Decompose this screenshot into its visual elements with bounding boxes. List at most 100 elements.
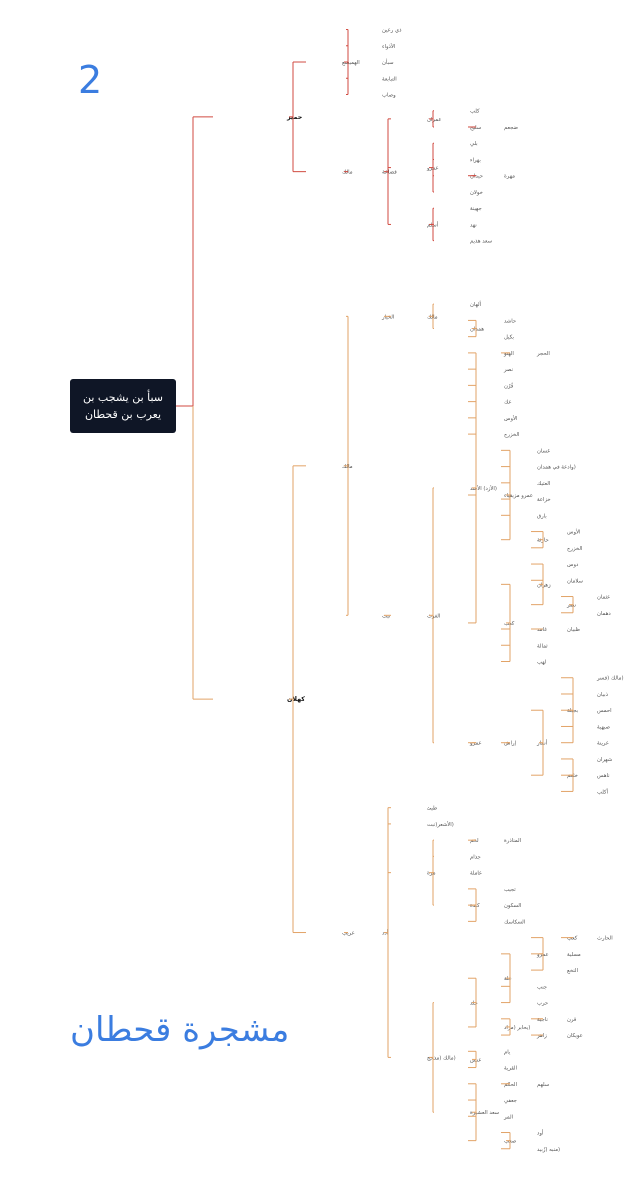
tree-node-label[interactable]: طيئ <box>427 806 437 812</box>
tree-node-label[interactable]: همدان <box>470 327 484 333</box>
tree-node-label[interactable]: (مالك (مذحج <box>427 1055 456 1061</box>
tree-node-label[interactable]: الحكم <box>504 1081 517 1088</box>
tree-node-label[interactable]: المر <box>503 1114 513 1120</box>
tree-node-label[interactable]: أود <box>537 1129 544 1137</box>
tree-node-label[interactable]: ألهان <box>470 300 482 308</box>
tree-node-label[interactable]: مسلية <box>567 952 581 958</box>
tree-node-label[interactable]: الأوس <box>567 529 581 536</box>
tree-node-label[interactable]: مالك <box>342 170 353 176</box>
tree-node-label[interactable]: سلامان <box>567 578 583 584</box>
tree-node-label[interactable]: نصر <box>503 367 514 373</box>
tree-node-label[interactable]: حاشد <box>504 318 516 324</box>
tree-node-label[interactable]: عمران <box>427 117 442 123</box>
tree-node-label[interactable]: القرية <box>504 1066 517 1072</box>
tree-node-label[interactable]: ذبيان <box>597 692 609 698</box>
tree-node-label[interactable]: مالك <box>342 464 353 470</box>
tree-node-label[interactable]: نصر <box>566 603 577 609</box>
tree-node-label[interactable]: عمرو مزيقياء <box>504 493 533 499</box>
tree-node-label[interactable]: إراش <box>504 741 516 747</box>
tree-node-label[interactable]: بارق <box>537 513 547 519</box>
tree-node-label[interactable]: الخزرج <box>567 546 582 552</box>
tree-node-label[interactable]: جذام <box>470 854 481 860</box>
tree-node-label[interactable]: مالك <box>427 314 438 320</box>
tree-node-label[interactable]: سعد العشيرة <box>470 1110 499 1116</box>
tree-node-label[interactable]: السكون <box>504 902 521 909</box>
tree-node-label[interactable]: الأذواء <box>382 43 395 50</box>
tree-node-label[interactable]: دهمان <box>597 611 611 617</box>
tree-node-label[interactable]: التبابعة <box>382 76 397 82</box>
tree-node-label[interactable]: لهب <box>537 659 547 665</box>
tree-node-label[interactable]: قضاعة <box>382 170 397 176</box>
tree-node-label[interactable]: صبهية <box>597 724 610 730</box>
tree-node-label[interactable]: الحارث <box>597 936 613 942</box>
tree-node-label[interactable]: نهد <box>470 222 477 228</box>
tree-node-label[interactable]: وصاب <box>382 92 396 98</box>
tree-node-label[interactable]: قُرْن <box>504 382 514 389</box>
root-node[interactable]: سبأ بن يشجب بن يعرب بن قحطان <box>70 379 176 433</box>
tree-node-label[interactable]: الهميسع <box>342 60 360 66</box>
tree-node-label[interactable]: العتيك <box>537 481 550 487</box>
tree-node-label[interactable]: عاملة <box>470 871 482 877</box>
tree-node-label[interactable]: حيدان <box>470 174 483 180</box>
tree-node-label[interactable]: قرن <box>567 1017 577 1023</box>
tree-node-label[interactable]: الخيار <box>381 314 394 320</box>
tree-node-label[interactable]: علة <box>504 976 512 982</box>
tree-node-label[interactable]: بلي <box>470 141 478 147</box>
tree-node-label[interactable]: الخزرج <box>504 432 519 438</box>
tree-node-label[interactable]: غامد <box>537 627 547 633</box>
tree-node-label[interactable]: (مالك (قسر <box>596 676 624 682</box>
tree-node-label[interactable]: غسان <box>537 448 550 454</box>
tree-node-label[interactable]: زاهر <box>536 1033 547 1039</box>
tree-node-label[interactable]: كلب <box>470 108 480 115</box>
tree-node-label[interactable]: خزاعة <box>537 497 551 503</box>
tree-node-label[interactable]: (الأزد) الأسد <box>470 485 497 492</box>
tree-node-label[interactable]: عمرو <box>536 952 549 958</box>
tree-node-label[interactable]: بكيل <box>504 334 515 341</box>
tree-node-label[interactable]: لخم <box>470 838 479 844</box>
tree-node-label[interactable]: زهران <box>537 582 551 588</box>
tree-node-label[interactable]: ظبيان <box>567 627 580 633</box>
tree-node-label[interactable]: سليح <box>470 125 481 131</box>
tree-node-label[interactable]: بهراء <box>470 157 481 163</box>
tree-node-label[interactable]: نبت <box>382 613 391 619</box>
tree-node-label[interactable]: الغوث <box>427 613 440 619</box>
tree-node-label[interactable]: عويكان <box>567 1032 583 1039</box>
tree-node-label[interactable]: كهلان <box>287 696 305 703</box>
tree-node-label[interactable]: عك <box>504 400 512 406</box>
tree-node-label[interactable]: الحجر <box>536 351 550 357</box>
tree-node-label[interactable]: ثمالة <box>537 643 548 649</box>
tree-node-label[interactable]: النخع <box>567 968 578 974</box>
tree-node-label[interactable]: جنب <box>537 984 547 990</box>
tree-node-label[interactable]: خولان <box>470 190 483 196</box>
tree-node-label[interactable]: يام <box>504 1049 511 1055</box>
tree-node-label[interactable]: ضجعم <box>504 125 518 131</box>
tree-node-label[interactable]: سلهم <box>537 1082 549 1088</box>
tree-node-label[interactable]: عثمان <box>597 595 610 601</box>
tree-node-label[interactable]: حمير <box>286 114 302 121</box>
tree-node-label[interactable]: المناذرة <box>504 838 521 844</box>
tree-node-label[interactable]: حرب <box>537 1001 548 1007</box>
tree-node-label[interactable]: (يحابر (مراد <box>504 1025 530 1031</box>
tree-node-label[interactable]: تجيب <box>504 887 516 893</box>
tree-node-label[interactable]: عمرو <box>426 166 439 172</box>
tree-node-label[interactable]: مرة <box>427 871 436 877</box>
tree-node-label[interactable]: ناجية <box>537 1017 548 1023</box>
tree-node-label[interactable]: شهران <box>597 757 612 763</box>
tree-node-label[interactable]: (منبه (زُبيد <box>537 1146 560 1152</box>
tree-node-label[interactable]: جهينة <box>470 206 482 212</box>
tree-node-label[interactable]: ناهس <box>597 773 610 779</box>
tree-node-label[interactable]: خثعم <box>567 773 578 779</box>
tree-node-label[interactable]: سعد هذيم <box>470 239 492 245</box>
tree-node-label[interactable]: دوس <box>567 562 579 568</box>
tree-node-label[interactable]: سبأن <box>382 58 394 66</box>
tree-node-label[interactable]: السكاسك <box>504 918 525 925</box>
tree-node-label[interactable]: عرينة <box>597 741 609 747</box>
tree-node-label[interactable]: احمس <box>597 708 612 714</box>
tree-node-label[interactable]: جلد <box>470 1001 478 1007</box>
tree-node-label[interactable]: الهنو <box>503 351 514 357</box>
tree-node-label[interactable]: الأوس <box>504 415 518 422</box>
tree-node-label[interactable]: مهرة <box>504 174 515 180</box>
tree-node-label[interactable]: عمرو <box>469 741 482 747</box>
tree-node-label[interactable]: ذي رعين <box>382 28 402 34</box>
tree-node-label[interactable]: (الأشعر(نبت <box>427 821 454 828</box>
